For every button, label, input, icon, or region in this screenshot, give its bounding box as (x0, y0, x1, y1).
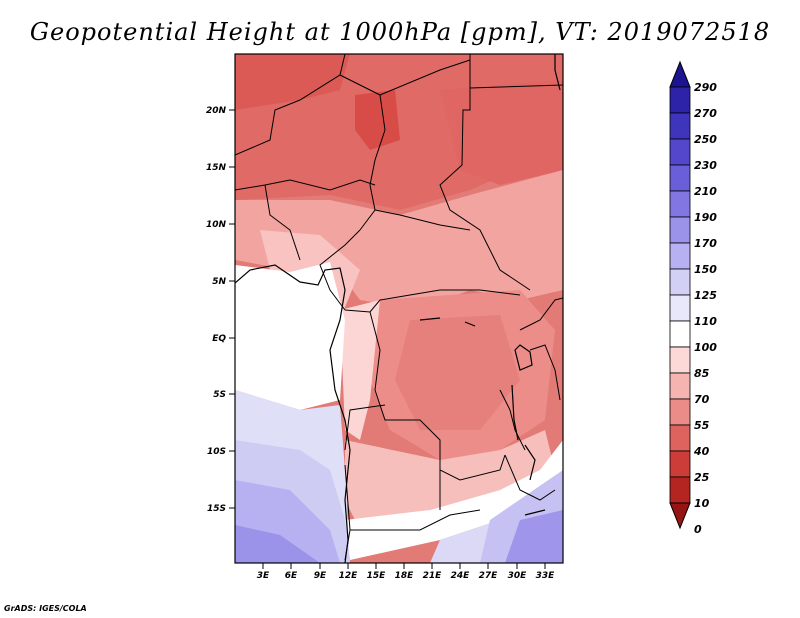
country-borders (235, 54, 563, 561)
lon-label: 27E (479, 571, 499, 581)
colorbar-label: 290 (694, 81, 717, 94)
map-title: Geopotential Height at 1000hPa [gpm], VT… (29, 18, 771, 46)
lat-label: 20N (206, 106, 227, 116)
colorbar-bottom-arrow (669, 502, 691, 530)
colorbar-label: 230 (694, 159, 717, 172)
colorbar-swatch (669, 86, 691, 114)
colorbar-swatch (669, 372, 691, 400)
colorbar-label: 270 (694, 107, 717, 120)
lon-label: 30E (508, 571, 528, 581)
colorbar-label: 40 (693, 445, 710, 458)
geopotential-field (235, 54, 563, 563)
colorbar-label: 10 (694, 497, 710, 510)
grads-credit: GrADS: IGES/COLA (4, 604, 87, 613)
lat-label: 10S (207, 447, 226, 457)
colorbar-label: 70 (694, 393, 710, 406)
colorbar-swatch (669, 112, 691, 140)
colorbar-swatch (669, 294, 691, 322)
coastlines (235, 54, 561, 563)
lon-label: 6E (285, 571, 298, 581)
lon-label: 24E (451, 571, 471, 581)
lat-label: 5N (212, 277, 226, 287)
lon-label: 15E (367, 571, 387, 581)
lon-label: 21E (423, 571, 443, 581)
colorbar-swatch (669, 138, 691, 166)
colorbar-swatch (669, 164, 691, 192)
colorbar-label: 25 (694, 471, 710, 484)
lat-label: 10N (206, 220, 227, 230)
lon-label: 18E (395, 571, 415, 581)
colorbar-label: 170 (694, 237, 717, 250)
lat-axis: 20N 15N 10N 5N EQ 5S 10S 15S (206, 106, 235, 514)
lon-label: 12E (339, 571, 359, 581)
colorbar-label: 100 (694, 341, 717, 354)
lat-label: 15N (206, 163, 227, 173)
colorbar-swatch (669, 190, 691, 218)
colorbar-label: 210 (694, 185, 717, 198)
colorbar-swatch (669, 242, 691, 270)
colorbar-label: 0 (694, 523, 702, 536)
colorbar-swatch (669, 346, 691, 374)
colorbar-label: 150 (694, 263, 717, 276)
lon-label: 33E (536, 571, 556, 581)
colorbar-top-arrow (669, 60, 691, 88)
lat-label: EQ (212, 334, 226, 344)
colorbar-swatch (669, 320, 691, 348)
colorbar: 2902702502302101901701501251101008570554… (669, 60, 717, 536)
colorbar-swatch (669, 398, 691, 426)
colorbar-swatch (669, 450, 691, 478)
colorbar-label: 190 (694, 211, 717, 224)
colorbar-swatch (669, 268, 691, 296)
colorbar-swatch (669, 476, 691, 504)
colorbar-label: 250 (694, 133, 717, 146)
colorbar-label: 85 (694, 367, 710, 380)
colorbar-label: 55 (694, 419, 710, 432)
lat-label: 5S (213, 390, 226, 400)
map-frame (234, 53, 564, 564)
lon-label: 3E (257, 571, 270, 581)
colorbar-label: 110 (694, 315, 717, 328)
lat-label: 15S (207, 504, 226, 514)
lon-axis: 3E 6E 9E 12E 15E 18E 21E 24E 27E 30E 33E (257, 563, 555, 581)
colorbar-label: 125 (694, 289, 717, 302)
colorbar-swatch (669, 424, 691, 452)
colorbar-swatch (669, 216, 691, 244)
lon-label: 9E (314, 571, 327, 581)
